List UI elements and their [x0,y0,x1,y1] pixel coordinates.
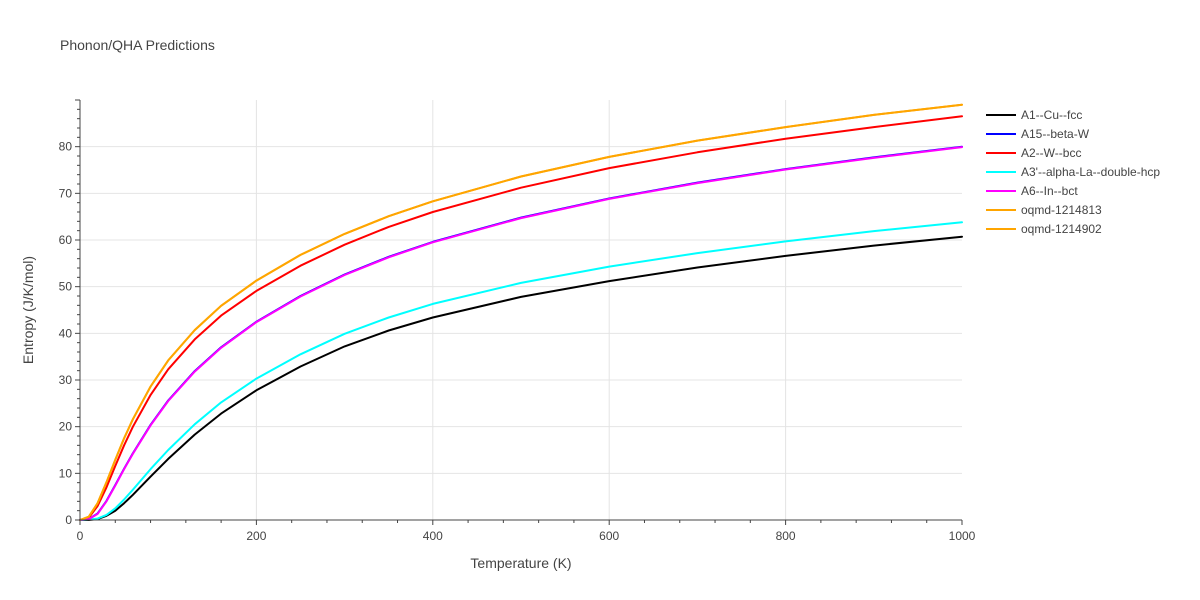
y-tick-label: 50 [59,280,73,294]
y-tick-label: 20 [59,420,73,434]
series-line-7 [79,103,963,521]
series-group [79,103,963,521]
x-tick-label: 0 [77,529,84,543]
y-tick-labels: 0 10 20 30 40 50 60 70 80 [59,140,73,527]
y-tick-label: 10 [59,466,73,480]
y-tick-label: 70 [59,186,73,200]
y-tick-label: 80 [59,140,73,154]
legend-label: A3'--alpha-La--double-hcp [1021,165,1160,179]
grid [80,100,962,520]
series-line-5 [79,146,963,521]
legend-label: A2--W--bcc [1021,146,1081,160]
y-tick-label: 40 [59,326,73,340]
axes [75,99,963,525]
legend-label: A6--In--bct [1021,184,1078,198]
series-line-3 [79,115,963,521]
x-tick-label: 1000 [949,529,976,543]
legend: A1--Cu--fcc A15--beta-W A2--W--bcc A3'--alp… [986,108,1160,236]
y-tick-label: 0 [65,513,72,527]
y-axis-title: Entropy (J/K/mol) [20,256,36,364]
x-tick-labels: 0 200 400 600 800 1000 [77,529,976,543]
x-tick-label: 200 [246,529,266,543]
legend-label: A1--Cu--fcc [1021,108,1082,122]
chart-title: Phonon/QHA Predictions [60,37,215,53]
legend-label: oqmd-1214902 [1021,222,1102,236]
y-tick-label: 30 [59,373,73,387]
legend-label: A15--beta-W [1021,127,1090,141]
legend-label: oqmd-1214813 [1021,203,1102,217]
y-tick-label: 60 [59,233,73,247]
series-line-4 [79,221,963,521]
x-tick-label: 600 [599,529,619,543]
series-line-1 [79,235,963,521]
x-tick-label: 800 [776,529,796,543]
x-axis-title: Temperature (K) [470,555,571,571]
series-line-6 [79,103,963,521]
x-tick-label: 400 [423,529,443,543]
